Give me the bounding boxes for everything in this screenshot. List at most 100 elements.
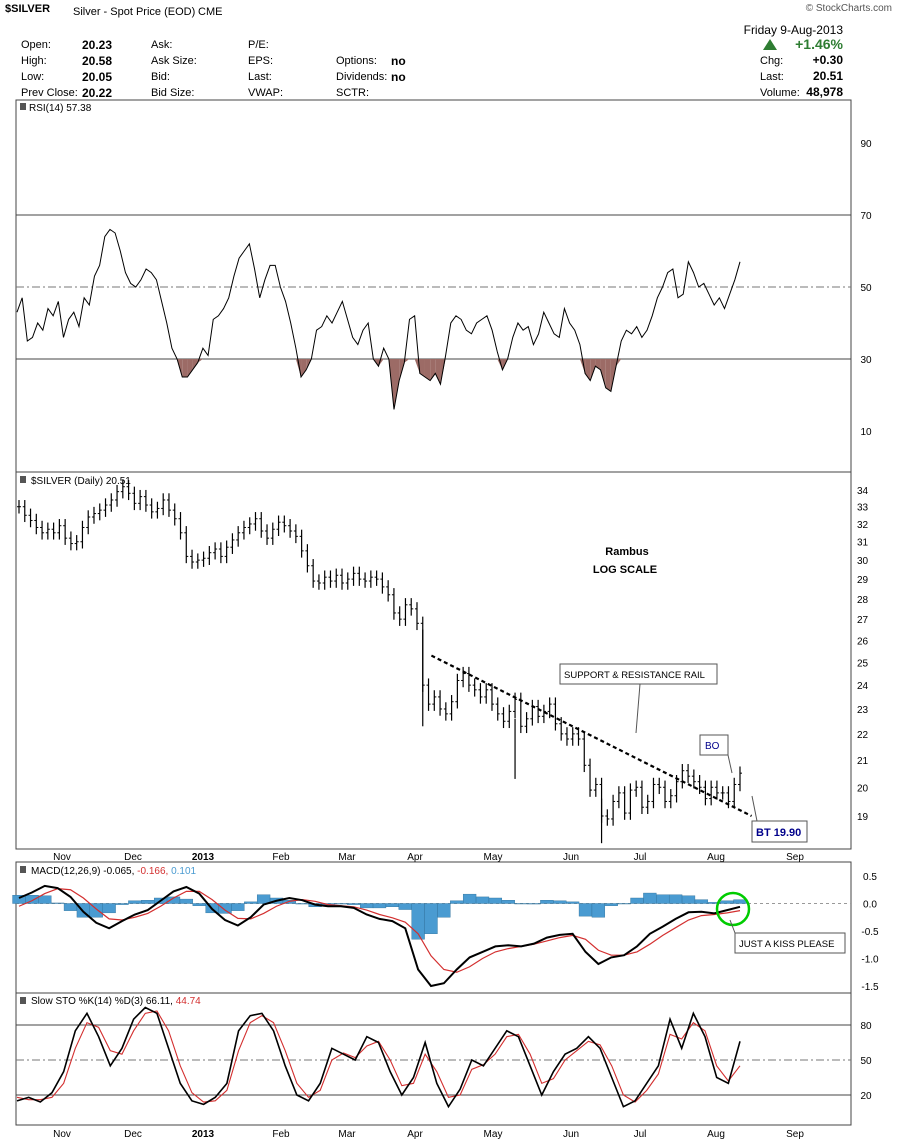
macd-histogram-bar: [475, 896, 490, 904]
macd-histogram-bar: [514, 903, 528, 905]
macd-histogram-bar: [591, 903, 606, 918]
macd-histogram-bar: [192, 903, 206, 906]
open-label: Open:: [21, 39, 51, 51]
low-value: 20.05: [82, 70, 113, 84]
volume-label: Volume:: [760, 87, 800, 99]
sto-x-label: Nov: [53, 1129, 71, 1140]
macd-histogram-bar: [437, 903, 451, 918]
prev-close-value: 20.22: [82, 86, 113, 100]
rsi-tick-label: 10: [860, 427, 872, 438]
dividends-value: no: [391, 70, 406, 84]
macd-histogram-bar: [244, 901, 258, 904]
rail-callout-line: [635, 683, 641, 734]
exchange-label: CME: [198, 6, 223, 18]
sto-tick-label: 20: [860, 1091, 872, 1102]
macd-histogram-bar: [295, 903, 309, 905]
sto-x-label: Jun: [563, 1129, 579, 1140]
macd-histogram-bar: [540, 900, 554, 904]
macd-histogram-bar: [462, 893, 477, 904]
price-x-label: Aug: [707, 852, 725, 863]
rail-label: SUPPORT & RESISTANCE RAIL: [564, 670, 705, 681]
macd-histogram-bar: [424, 903, 438, 934]
macd-histogram-bar: [179, 898, 194, 904]
stockcharts-watermark[interactable]: © StockCharts.com: [805, 3, 892, 14]
change-percent: +1.46%: [795, 36, 843, 52]
macd-histogram-bar: [256, 894, 271, 904]
macd-tick-label: -0.5: [861, 927, 879, 938]
macd-histogram-bar: [218, 903, 232, 914]
macd-histogram-bar: [578, 903, 593, 917]
price-tick-label: 32: [857, 520, 869, 531]
macd-histogram-bar: [527, 903, 541, 905]
price-x-label: 2013: [192, 852, 215, 863]
price-tick-label: 23: [857, 705, 869, 716]
bo-label: BO: [705, 741, 720, 752]
rsi-oversold-fill: [600, 359, 606, 388]
price-title: $SILVER (Daily) 20.51: [31, 476, 131, 487]
sctr-label: SCTR:: [336, 87, 369, 99]
support-resistance-rail: [430, 654, 753, 817]
macd-tick-label: -1.5: [861, 982, 879, 993]
price-x-label: Nov: [53, 852, 71, 863]
up-arrow-icon: [763, 39, 777, 50]
macd-histogram-bar: [630, 897, 644, 904]
symbol-title: $SILVER: [5, 3, 51, 15]
kiss-highlight-circle: [715, 891, 751, 927]
vwap-label: VWAP:: [248, 87, 284, 99]
macd-histogram-bar: [643, 892, 657, 904]
kiss-label: JUST A KISS PLEASE: [739, 939, 834, 950]
price-tick-label: 20: [857, 783, 869, 794]
price-x-label: Mar: [338, 852, 356, 863]
macd-histogram-bar: [656, 894, 670, 904]
price-tick-label: 21: [857, 756, 869, 767]
macd-histogram-bar: [359, 903, 374, 909]
sto-x-label: Jul: [634, 1129, 647, 1140]
price-tick-label: 33: [857, 503, 869, 514]
sto-x-label: Feb: [272, 1129, 290, 1140]
macd-histogram-bar: [334, 903, 348, 905]
price-tick-label: 31: [857, 538, 869, 549]
last-label: Last:: [760, 71, 784, 83]
price-tick-label: 19: [857, 812, 869, 823]
macd-histogram-bar: [681, 895, 696, 904]
price-tick-label: 29: [857, 575, 869, 586]
sto-tick-label: 80: [860, 1021, 872, 1032]
macd-tick-label: 0.5: [863, 872, 877, 883]
rsi-oversold-fill: [295, 359, 302, 377]
pe-label: P/E:: [248, 39, 269, 51]
high-value: 20.58: [82, 54, 113, 68]
price-x-label: May: [484, 852, 503, 863]
rsi-settings-icon[interactable]: [20, 103, 26, 110]
rsi-tick-label: 70: [860, 211, 872, 222]
macd-histogram-bar: [553, 900, 567, 904]
sto-k-line: [16, 1006, 741, 1109]
prev-close-label: Prev Close:: [21, 87, 78, 99]
ask-label: Ask:: [151, 39, 173, 51]
chg-value: +0.30: [812, 53, 843, 67]
macd-settings-icon[interactable]: [20, 866, 26, 873]
rsi-oversold-fill: [419, 359, 425, 377]
last-value: 20.51: [812, 69, 843, 83]
price-tick-label: 22: [857, 730, 869, 741]
low-label: Low:: [21, 71, 45, 83]
sto-x-label: Dec: [124, 1129, 142, 1140]
bid-size-label: Bid Size:: [151, 87, 195, 99]
macd-histogram-bar: [38, 895, 52, 904]
macd-histogram-bar: [102, 903, 116, 914]
price-x-label: Sep: [786, 852, 804, 863]
sto-settings-icon[interactable]: [20, 997, 26, 1004]
sto-x-label: Sep: [786, 1129, 804, 1140]
price-tick-label: 24: [857, 681, 869, 692]
dividends-label: Dividends:: [336, 71, 388, 83]
macd-tick-label: -1.0: [861, 955, 879, 966]
macd-title: MACD(12,26,9) -0.065, -0.166, 0.101: [31, 866, 197, 877]
macd-histogram-bar: [694, 899, 709, 904]
rsi-oversold-fill: [404, 359, 410, 363]
rsi-oversold-fill: [187, 359, 193, 377]
macd-histogram-bar: [347, 903, 361, 905]
bt-callout-line: [751, 795, 758, 822]
price-settings-icon[interactable]: [20, 476, 26, 483]
macd-histogram-bar: [50, 902, 65, 904]
macd-histogram-bar: [617, 903, 631, 905]
macd-histogram-bar: [128, 900, 142, 904]
